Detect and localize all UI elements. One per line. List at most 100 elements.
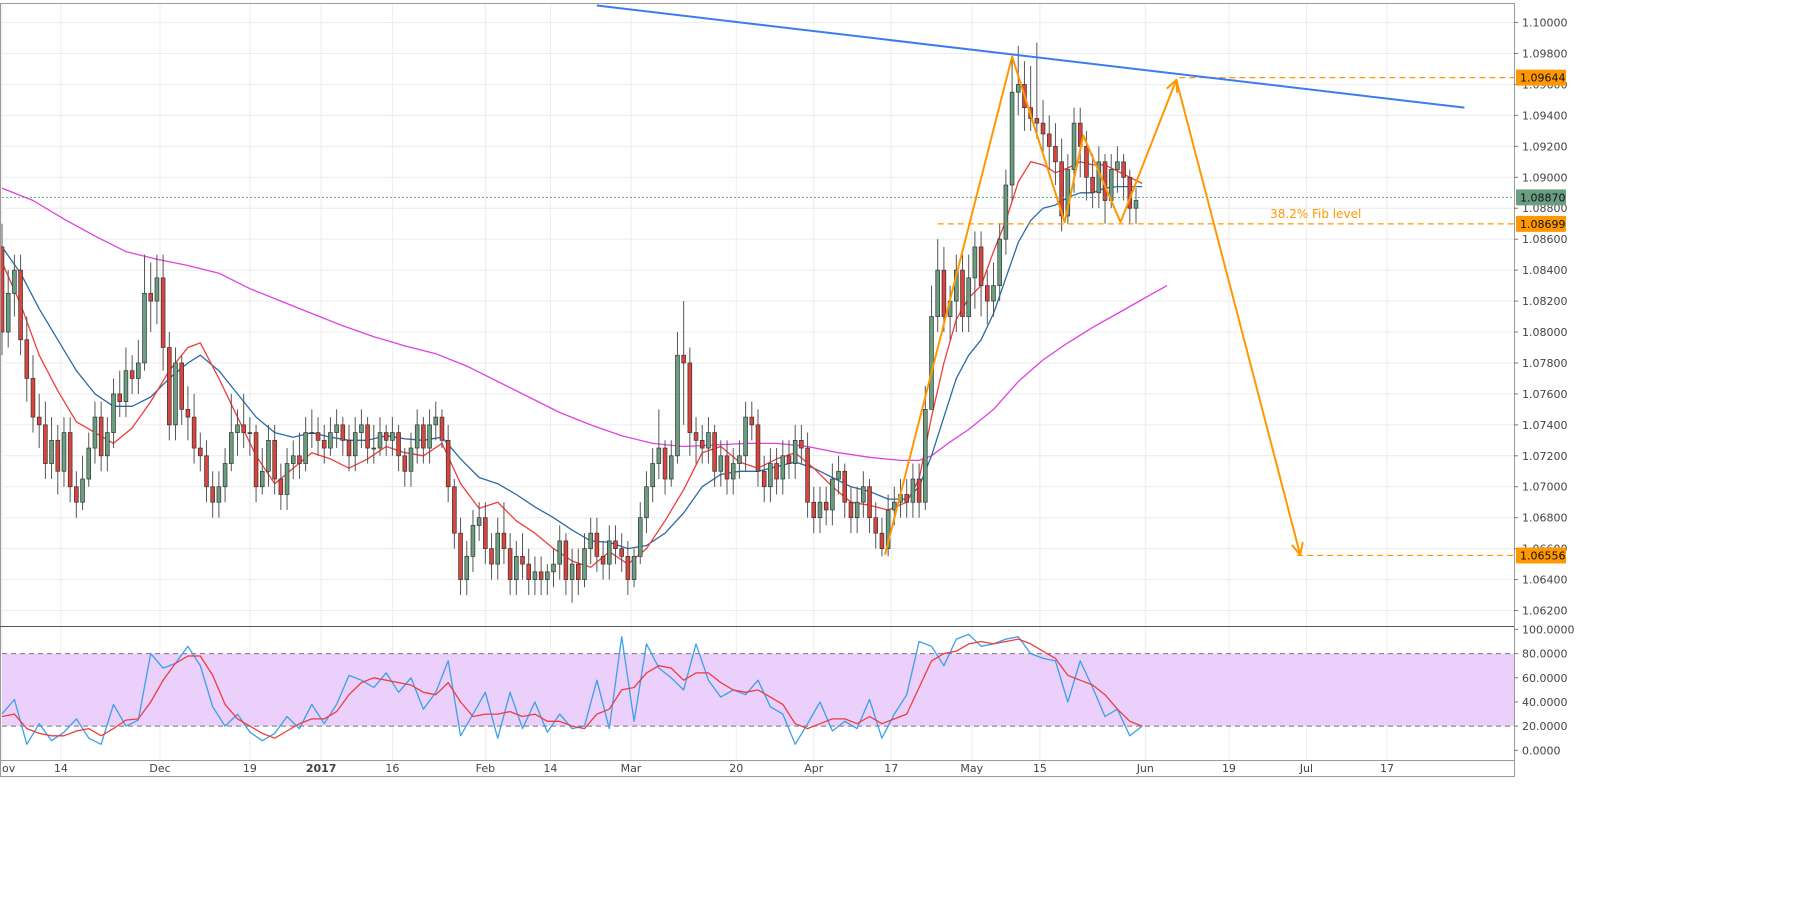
candle-body[interactable] xyxy=(43,424,48,464)
candle[interactable] xyxy=(74,471,79,518)
candle[interactable] xyxy=(352,417,358,472)
candle[interactable] xyxy=(792,424,798,480)
candle[interactable] xyxy=(507,533,513,596)
candle[interactable] xyxy=(198,432,203,472)
candle[interactable] xyxy=(910,463,916,518)
candle-body[interactable] xyxy=(910,478,916,503)
candle[interactable] xyxy=(538,556,544,596)
candle-body[interactable] xyxy=(656,447,662,464)
candle[interactable] xyxy=(997,223,1002,302)
candle[interactable] xyxy=(681,301,686,425)
candle[interactable] xyxy=(613,525,618,565)
candle-body[interactable] xyxy=(885,509,891,549)
candle[interactable] xyxy=(786,440,792,480)
candle-body[interactable] xyxy=(545,571,550,580)
candle-body[interactable] xyxy=(458,532,463,580)
candle[interactable] xyxy=(49,417,54,480)
candle-body[interactable] xyxy=(464,556,470,580)
candle-body[interactable] xyxy=(377,432,383,449)
candle-body[interactable] xyxy=(637,517,643,557)
candle-body[interactable] xyxy=(315,432,321,441)
candle[interactable] xyxy=(185,386,191,441)
candle-body[interactable] xyxy=(1046,133,1052,147)
candle-body[interactable] xyxy=(706,432,711,449)
candle[interactable] xyxy=(1040,99,1046,155)
candle-body[interactable] xyxy=(879,532,885,549)
candle[interactable] xyxy=(600,540,606,580)
candle[interactable] xyxy=(18,254,23,356)
candle[interactable] xyxy=(142,254,147,371)
candle-body[interactable] xyxy=(136,362,141,379)
candle-body[interactable] xyxy=(402,455,408,472)
candle-body[interactable] xyxy=(80,478,85,503)
candle-body[interactable] xyxy=(538,571,544,580)
candle[interactable] xyxy=(80,455,85,510)
candle-body[interactable] xyxy=(712,432,717,472)
candle[interactable] xyxy=(272,424,277,495)
candle[interactable] xyxy=(650,448,655,503)
candle-body[interactable] xyxy=(74,486,79,503)
candle-body[interactable] xyxy=(340,424,346,441)
candle-body[interactable] xyxy=(495,532,501,565)
candle-body[interactable] xyxy=(421,424,426,449)
candle[interactable] xyxy=(129,355,135,394)
candle-body[interactable] xyxy=(569,563,575,580)
candle-body[interactable] xyxy=(805,447,810,503)
candle[interactable] xyxy=(30,355,36,433)
candle[interactable] xyxy=(978,231,984,317)
candle[interactable] xyxy=(470,509,476,572)
candle-body[interactable] xyxy=(5,292,11,333)
candle-body[interactable] xyxy=(861,486,866,503)
candle-body[interactable] xyxy=(129,370,135,379)
candle[interactable] xyxy=(799,424,804,464)
candle-body[interactable] xyxy=(241,424,246,433)
candle-body[interactable] xyxy=(799,439,804,449)
candle-body[interactable] xyxy=(334,424,339,433)
candle-body[interactable] xyxy=(67,432,73,488)
candle-body[interactable] xyxy=(836,470,841,480)
candle[interactable] xyxy=(811,486,817,534)
candle[interactable] xyxy=(136,339,141,394)
candle[interactable] xyxy=(551,548,556,588)
candle-body[interactable] xyxy=(253,432,259,488)
candle-body[interactable] xyxy=(817,501,823,519)
candle-body[interactable] xyxy=(278,478,284,495)
candle-body[interactable] xyxy=(792,439,798,464)
candle-body[interactable] xyxy=(997,238,1002,286)
candle-body[interactable] xyxy=(607,540,612,565)
candle-body[interactable] xyxy=(619,548,624,557)
candle-body[interactable] xyxy=(811,501,817,519)
candle-body[interactable] xyxy=(371,447,377,450)
candle-body[interactable] xyxy=(755,424,761,472)
candle-body[interactable] xyxy=(92,416,98,449)
candle-body[interactable] xyxy=(985,285,990,302)
candle-body[interactable] xyxy=(724,455,730,480)
candle-body[interactable] xyxy=(111,393,116,433)
candle-body[interactable] xyxy=(551,563,556,573)
candle-body[interactable] xyxy=(1071,122,1077,170)
candle[interactable] xyxy=(514,540,519,596)
candle[interactable] xyxy=(414,409,420,464)
candle-body[interactable] xyxy=(18,269,23,341)
candle[interactable] xyxy=(761,455,767,503)
candle-body[interactable] xyxy=(284,463,290,495)
candle[interactable] xyxy=(768,448,773,503)
candle-body[interactable] xyxy=(854,501,860,519)
candle[interactable] xyxy=(749,401,755,441)
candle[interactable] xyxy=(483,502,488,565)
candle-body[interactable] xyxy=(179,362,184,410)
candle-body[interactable] xyxy=(98,416,104,457)
candle-body[interactable] xyxy=(24,339,30,379)
candle-body[interactable] xyxy=(259,470,265,488)
candle[interactable] xyxy=(1015,45,1021,116)
candle-body[interactable] xyxy=(359,424,364,433)
candle[interactable] xyxy=(315,417,321,456)
candle[interactable] xyxy=(526,548,531,596)
candle[interactable] xyxy=(346,424,352,472)
candle-body[interactable] xyxy=(842,470,848,503)
candle-body[interactable] xyxy=(1090,176,1095,194)
candle[interactable] xyxy=(805,432,810,518)
candle[interactable] xyxy=(582,533,587,588)
candle[interactable] xyxy=(495,517,501,580)
candle-body[interactable] xyxy=(390,432,395,441)
